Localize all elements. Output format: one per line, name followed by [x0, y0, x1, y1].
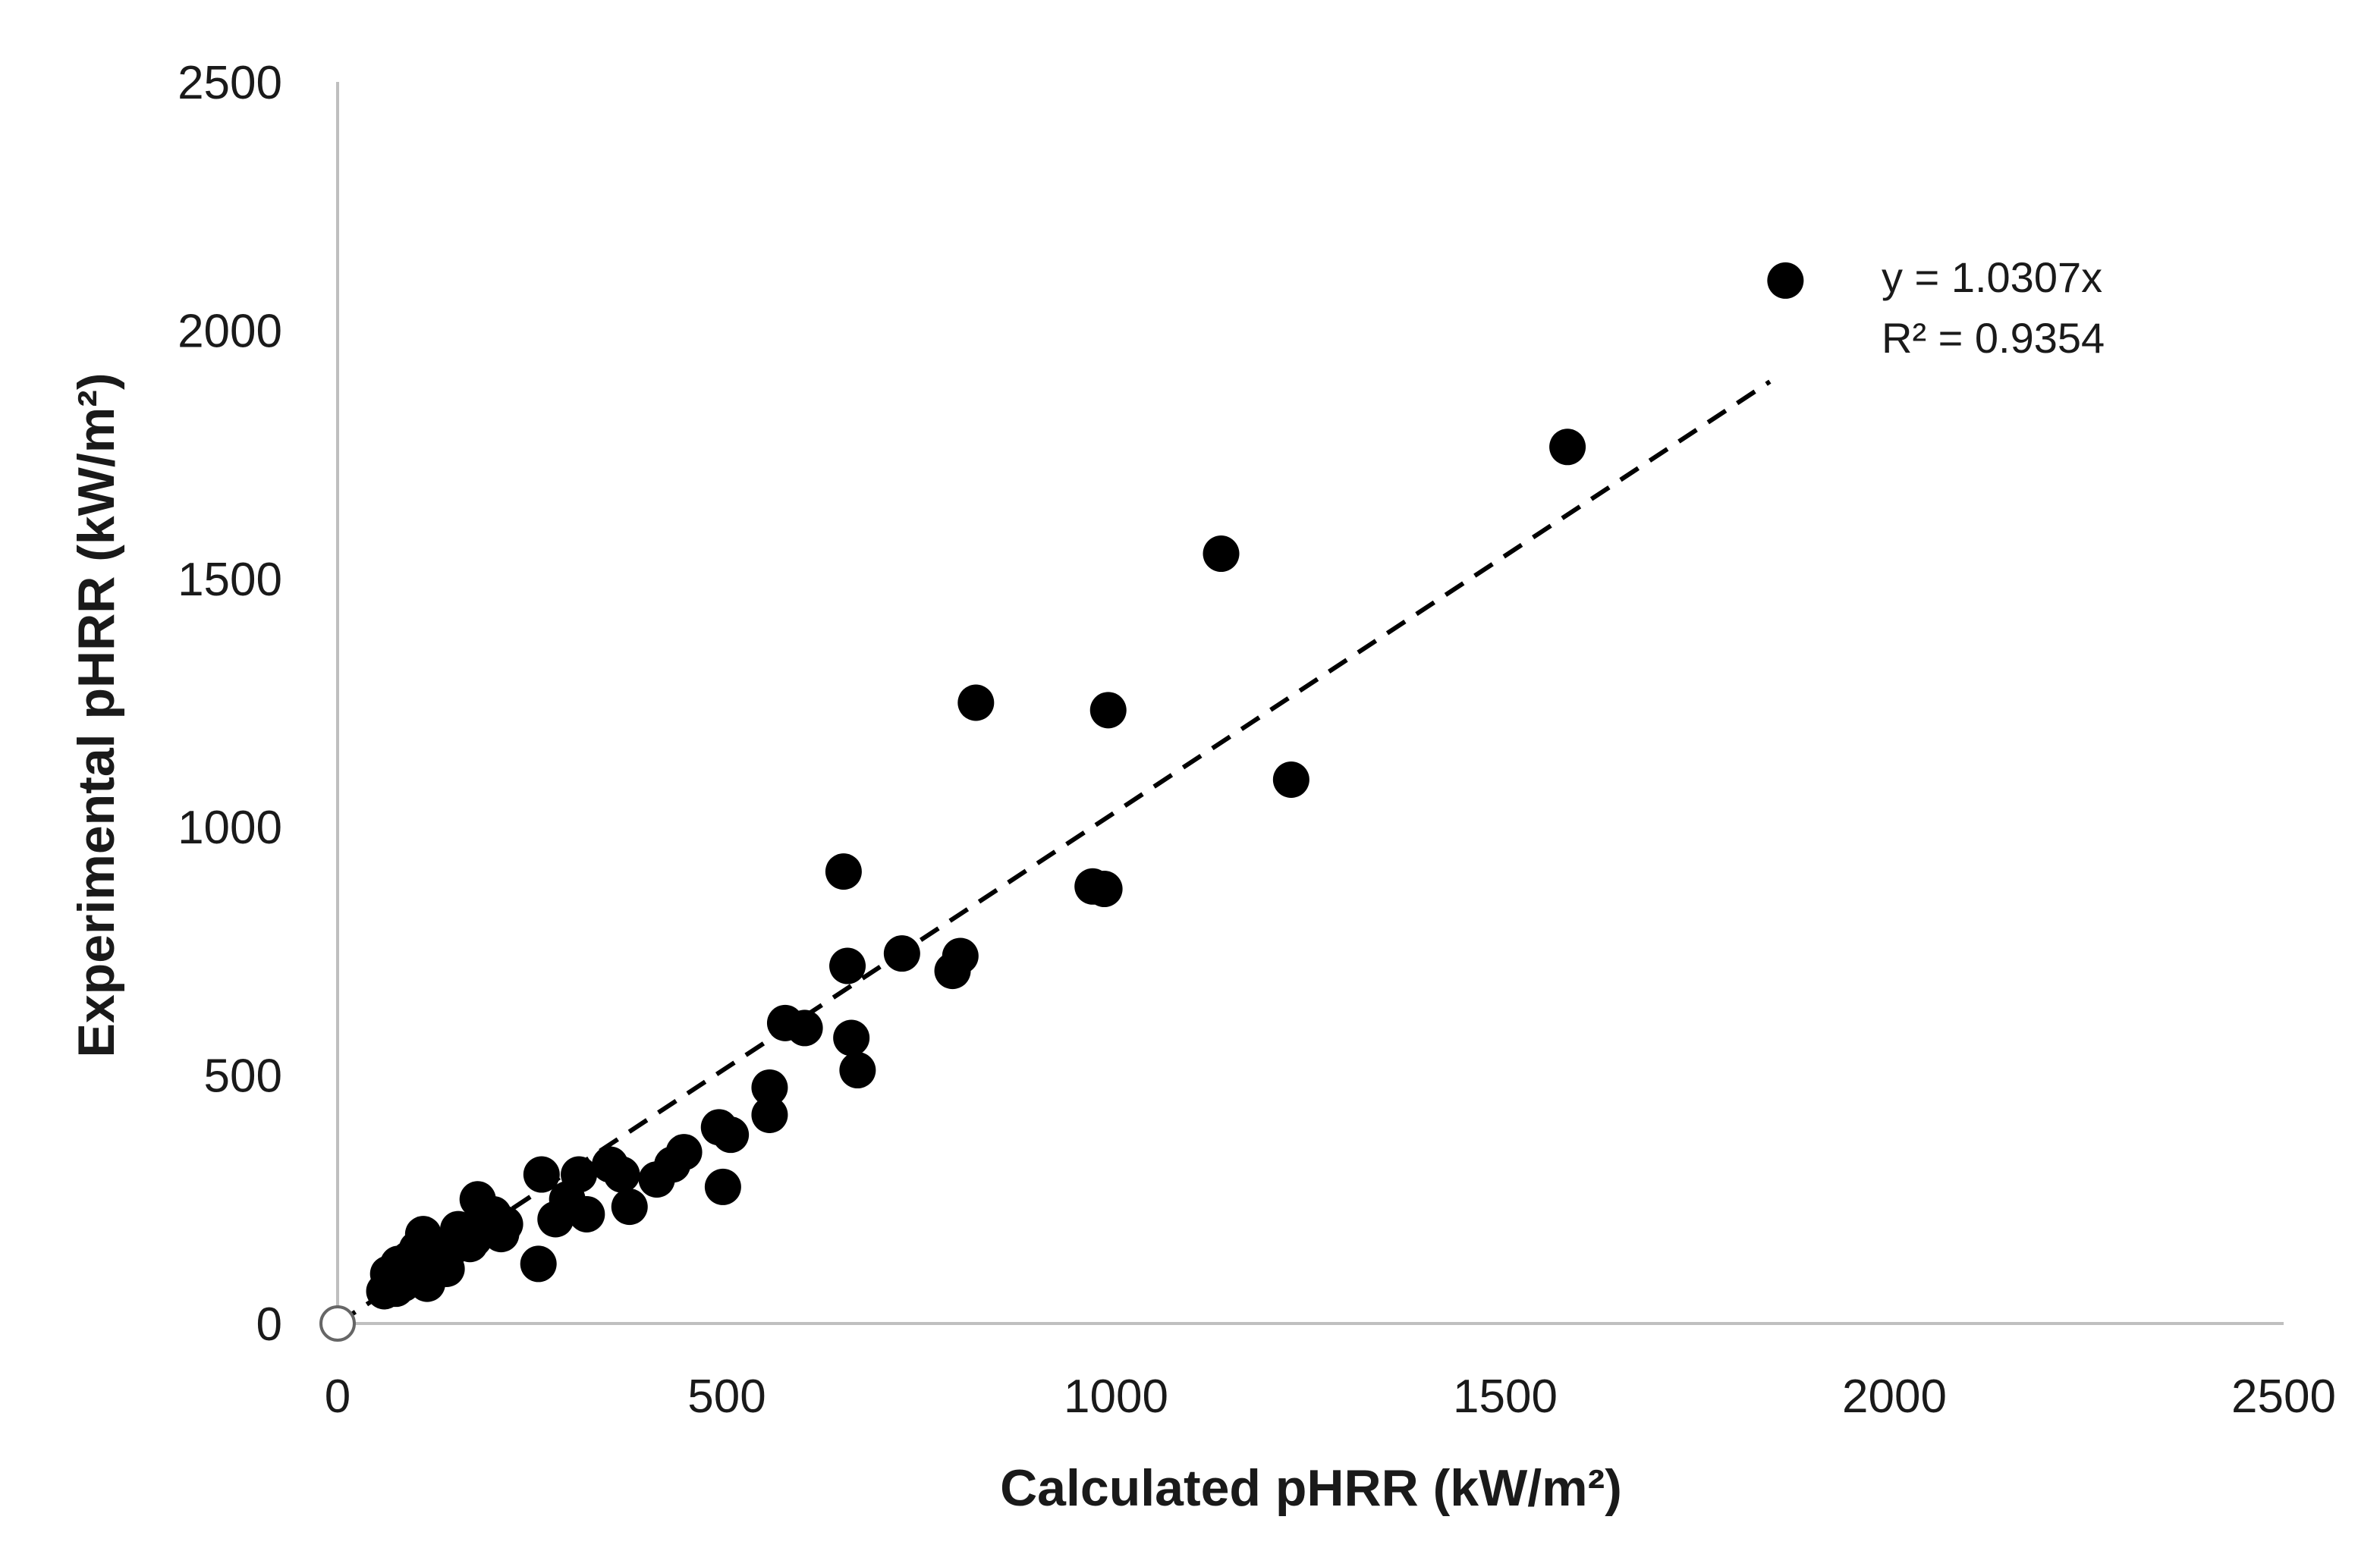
- y-tick-label: 0: [256, 1298, 282, 1351]
- data-point: [486, 1206, 523, 1243]
- data-point: [369, 1255, 407, 1292]
- data-point: [934, 953, 971, 990]
- x-tick-label: 2500: [2231, 1371, 2336, 1423]
- x-tick-labels: 0 500 1000 1500 2000 2500: [325, 1371, 2336, 1423]
- data-point: [751, 1096, 788, 1133]
- data-point: [1767, 262, 1804, 299]
- y-tick-label: 2500: [178, 57, 282, 109]
- data-point: [829, 947, 866, 984]
- data-point: [1549, 429, 1586, 466]
- y-tick-labels: 0 500 1000 1500 2000 2500: [178, 57, 282, 1351]
- origin-marker: [319, 1305, 356, 1342]
- data-point: [549, 1181, 586, 1218]
- data-point: [1203, 535, 1240, 573]
- data-point: [520, 1245, 557, 1283]
- data-point: [825, 853, 862, 890]
- data-point: [839, 1052, 876, 1089]
- data-point: [665, 1134, 703, 1171]
- data-point: [1272, 761, 1309, 798]
- x-tick-label: 1500: [1453, 1371, 1558, 1423]
- y-tick-label: 500: [204, 1050, 282, 1103]
- y-axis-title: Experimental pHRR (kW/m²): [68, 373, 125, 1058]
- data-point: [603, 1156, 640, 1193]
- data-point: [611, 1188, 648, 1226]
- data-point: [833, 1019, 870, 1057]
- data-points: [366, 262, 1804, 1310]
- data-point: [786, 1009, 823, 1047]
- data-point: [1074, 868, 1111, 905]
- data-point: [712, 1116, 750, 1154]
- data-point: [883, 935, 920, 972]
- data-point: [1089, 692, 1127, 729]
- y-tick-label: 2000: [178, 305, 282, 357]
- x-tick-label: 1000: [1064, 1371, 1168, 1423]
- x-tick-label: 500: [687, 1371, 766, 1423]
- y-tick-label: 1500: [178, 554, 282, 606]
- data-point: [957, 684, 995, 721]
- x-tick-label: 0: [325, 1371, 351, 1423]
- trendline-equation: y = 1.0307x: [1882, 253, 2102, 301]
- data-point: [751, 1069, 788, 1106]
- y-tick-label: 1000: [178, 802, 282, 854]
- trendline-r-squared: R² = 0.9354: [1882, 314, 2105, 362]
- x-axis-title: Calculated pHRR (kW/m²): [1000, 1459, 1622, 1517]
- data-point: [523, 1156, 560, 1193]
- data-point: [704, 1168, 741, 1205]
- x-tick-label: 2000: [1842, 1371, 1947, 1423]
